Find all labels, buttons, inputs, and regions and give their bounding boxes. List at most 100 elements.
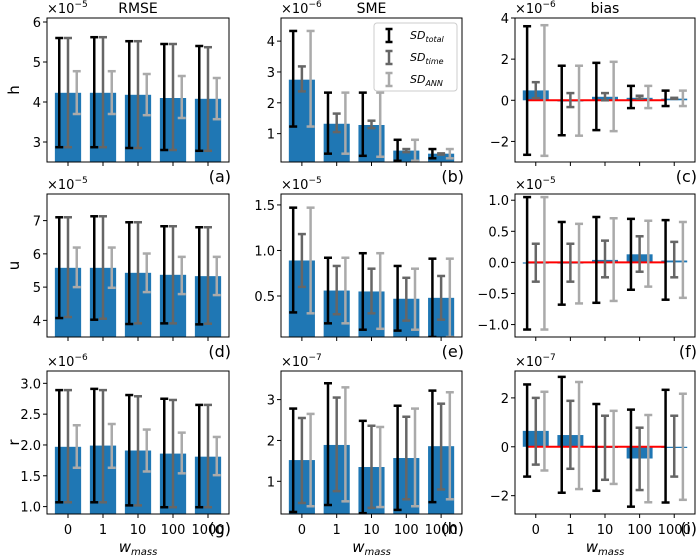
error-bar-sd-time [402,276,411,322]
y-tick-label: 3 [33,136,41,151]
error-bar-sd-time [204,45,212,153]
error-bar-sd-ann [212,255,221,297]
error-bar-sd-ann [107,422,116,470]
error-bar-sd-time [402,147,411,154]
error-bar-sd-time [402,415,411,501]
error-bar-sd-ann [306,206,315,315]
error-bar-sd-total [626,84,635,110]
y-axis-label: h [5,85,23,95]
error-bar-sd-total [428,257,437,337]
error-bar-sd-total [323,91,332,155]
x-axis-label-subscript: mass [364,547,390,555]
y-tick-label: 5 [33,281,41,296]
error-bar-sd-total [289,29,298,128]
x-tick-label: 1 [566,523,574,538]
error-bar-sd-ann [540,195,549,331]
error-bar-sd-total [195,226,204,326]
scale-base: ×10 [515,178,542,193]
y-tick-label: 1.0 [20,501,41,516]
y-tick-label: 3 [267,394,275,409]
x-axis-label: wmass [586,538,625,555]
column-title: bias [591,1,620,17]
error-bar-sd-total [393,404,402,512]
legend-label: SDtotal [410,29,445,44]
y-tick-label: 3 [267,66,275,81]
plot-area-i [522,375,688,508]
error-bar-sd-total [626,408,635,508]
error-bar-sd-time [670,240,679,279]
panel-label: (g) [208,519,231,538]
error-bar-sd-time [99,35,107,149]
error-bar-sd-total [160,397,169,509]
error-bar-sd-ann [540,390,549,472]
error-bar-sd-time [635,94,644,100]
y-tick-label: 4 [33,314,41,329]
error-bar-sd-time [297,65,306,93]
error-bar-sd-ann [306,412,315,508]
legend-label-main: SD [410,29,425,42]
scale-base: ×10 [281,178,308,193]
error-bar-sd-ann [376,425,385,509]
y-tick-label: 2.0 [20,439,41,454]
panel-e: 0.5 1.0 1.5 ×10−5 (e) [254,176,464,361]
error-bar-sd-time [635,235,644,273]
y-tick-label: −1.0 [477,319,509,334]
y-tick-label: 3.0 [20,377,41,392]
scale-base: ×10 [47,355,74,370]
bar [428,153,455,162]
error-bar-sd-ann [142,72,151,117]
y-tick-label: 1 [267,128,275,143]
panel-g: 1.0 1.5 2.0 2.5 3.0 0 1 10 100 1000 ×10−6 r (g) wmass [5,353,231,555]
y-tick-label: −2 [490,490,509,505]
plot-area-e [288,206,455,337]
x-tick-label: 100 [627,523,652,538]
y-tick-label: 0 [501,94,509,109]
x-axis-label-main: w [119,538,132,555]
error-bar-sd-total [90,35,99,149]
error-bar-sd-time [670,414,679,478]
error-bar-sd-total [557,64,566,137]
x-tick-label: 1000 [658,523,691,538]
legend-icon-total [385,27,393,44]
error-bar-sd-time [204,403,212,509]
error-bar-sd-time [531,80,540,100]
error-bar-sd-ann [411,407,420,508]
error-bar-sd-ann [72,423,81,470]
panel-label: (h) [441,519,464,538]
error-bar-sd-ann [341,91,350,155]
error-bar-sd-total [160,225,169,325]
error-bar-sd-total [592,61,601,132]
error-bar-sd-time [601,414,609,482]
y-tick-label: 0.0 [488,256,509,271]
plot-area-f [522,195,688,331]
error-bar-sd-total [523,383,532,478]
error-bar-sd-total [55,36,64,149]
error-bar-sd-ann [678,89,687,108]
error-bar-sd-total [358,91,367,158]
error-bar-sd-time [64,216,72,319]
scale-base: ×10 [515,2,542,17]
error-bar-sd-total [358,419,367,514]
error-bar-sd-time [566,242,575,283]
y-tick-label: 2 [267,97,275,112]
error-bar-sd-total [592,402,601,493]
y-tick-label: 2 [501,392,509,407]
legend-label: SDtime [410,51,444,66]
error-bar-sd-time [670,96,679,101]
error-bar-sd-ann [644,219,653,288]
y-tick-label: 1.5 [254,199,275,214]
error-bar-sd-total [160,42,169,152]
error-bar-sd-ann [575,380,584,491]
panel-label: (d) [208,342,231,361]
error-bar-sd-total [428,389,437,504]
x-tick-label: 1000 [191,523,224,538]
y-tick-label: 1.5 [20,470,41,485]
error-bar-sd-ann [142,252,151,294]
error-bar-sd-ann [341,386,350,503]
y-tick-label: −0.5 [477,287,509,302]
axis-scale-offset: ×10−5 [281,176,322,193]
panel-c: −2 0 2 4 ×10−6 bias (c) [490,0,697,186]
error-bar-sd-total [125,221,134,326]
